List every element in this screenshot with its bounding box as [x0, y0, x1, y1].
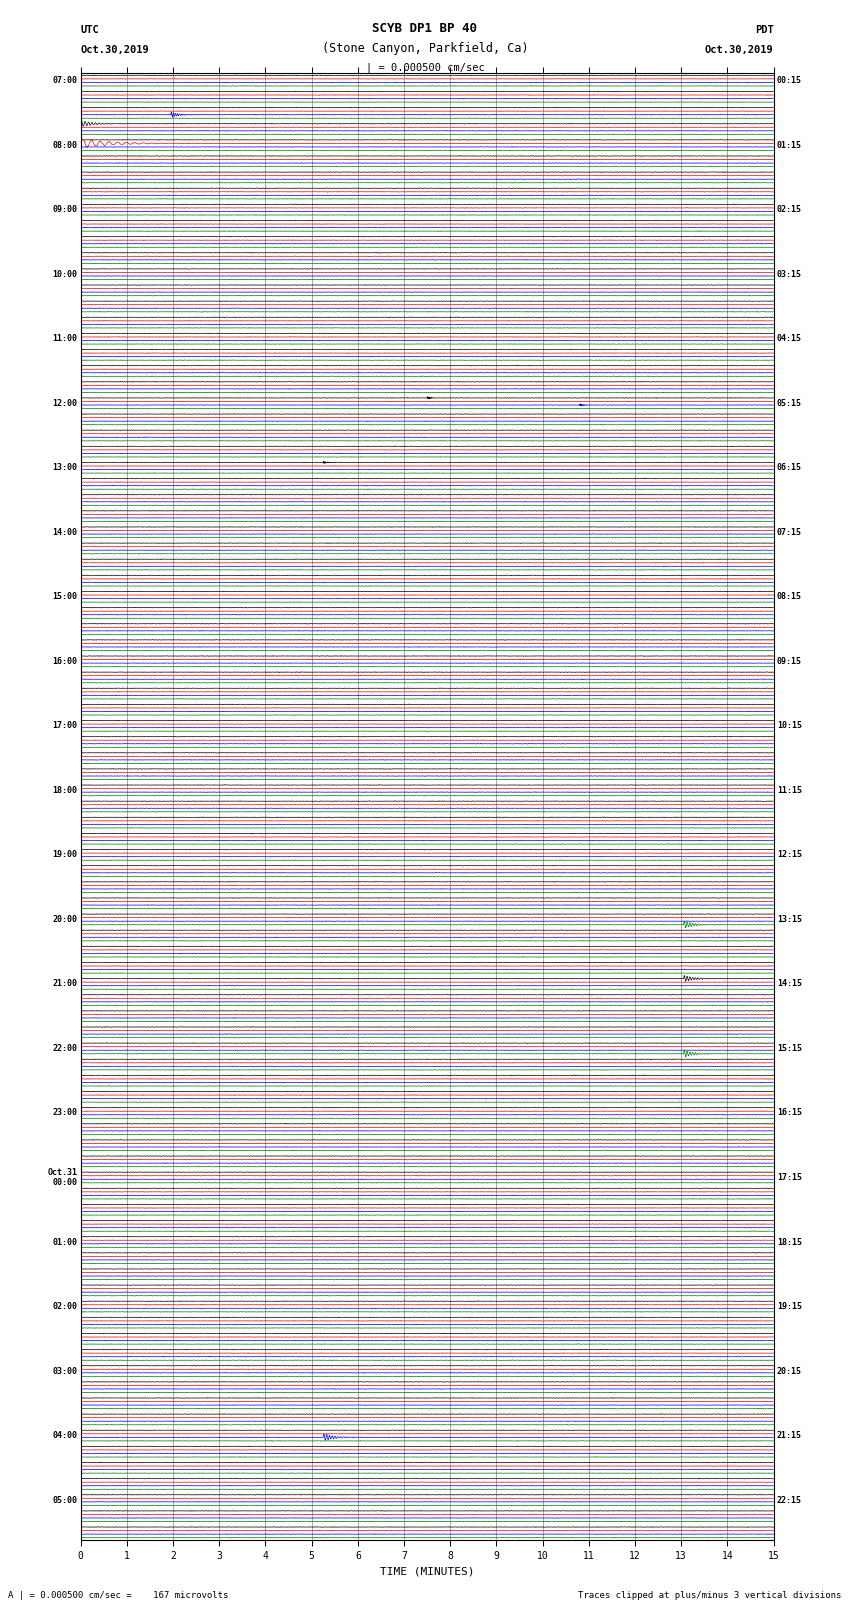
Text: Oct.30,2019: Oct.30,2019 — [705, 45, 774, 55]
Text: 13:15: 13:15 — [777, 915, 802, 924]
Text: 17:00: 17:00 — [53, 721, 77, 731]
Text: 17:15: 17:15 — [777, 1173, 802, 1182]
Text: 22:00: 22:00 — [53, 1044, 77, 1053]
Text: 20:15: 20:15 — [777, 1366, 802, 1376]
Text: 07:15: 07:15 — [777, 527, 802, 537]
Text: 08:00: 08:00 — [53, 140, 77, 150]
Text: UTC: UTC — [81, 26, 99, 35]
Text: 14:00: 14:00 — [53, 527, 77, 537]
Text: Oct.30,2019: Oct.30,2019 — [81, 45, 150, 55]
Text: 05:00: 05:00 — [53, 1495, 77, 1505]
Text: 03:15: 03:15 — [777, 269, 802, 279]
Text: 07:00: 07:00 — [53, 76, 77, 85]
Text: 18:15: 18:15 — [777, 1237, 802, 1247]
Text: 16:15: 16:15 — [777, 1108, 802, 1118]
Text: 15:15: 15:15 — [777, 1044, 802, 1053]
Text: 16:00: 16:00 — [53, 656, 77, 666]
Text: 10:15: 10:15 — [777, 721, 802, 731]
Text: 04:00: 04:00 — [53, 1431, 77, 1440]
Text: 01:00: 01:00 — [53, 1237, 77, 1247]
Text: 11:15: 11:15 — [777, 786, 802, 795]
Text: 19:00: 19:00 — [53, 850, 77, 860]
Text: 09:15: 09:15 — [777, 656, 802, 666]
Text: Traces clipped at plus/minus 3 vertical divisions: Traces clipped at plus/minus 3 vertical … — [578, 1590, 842, 1600]
Text: 02:15: 02:15 — [777, 205, 802, 215]
Text: A | = 0.000500 cm/sec =    167 microvolts: A | = 0.000500 cm/sec = 167 microvolts — [8, 1590, 229, 1600]
Text: 08:15: 08:15 — [777, 592, 802, 602]
Text: 03:00: 03:00 — [53, 1366, 77, 1376]
Text: 09:00: 09:00 — [53, 205, 77, 215]
Text: 21:00: 21:00 — [53, 979, 77, 989]
Text: 14:15: 14:15 — [777, 979, 802, 989]
Text: 04:15: 04:15 — [777, 334, 802, 344]
Text: 22:15: 22:15 — [777, 1495, 802, 1505]
Text: 01:15: 01:15 — [777, 140, 802, 150]
Text: (Stone Canyon, Parkfield, Ca): (Stone Canyon, Parkfield, Ca) — [321, 42, 529, 55]
Text: 12:00: 12:00 — [53, 398, 77, 408]
X-axis label: TIME (MINUTES): TIME (MINUTES) — [380, 1566, 474, 1576]
Text: 11:00: 11:00 — [53, 334, 77, 344]
Text: 12:15: 12:15 — [777, 850, 802, 860]
Text: SCYB DP1 BP 40: SCYB DP1 BP 40 — [372, 23, 478, 35]
Text: 15:00: 15:00 — [53, 592, 77, 602]
Text: 19:15: 19:15 — [777, 1302, 802, 1311]
Text: 21:15: 21:15 — [777, 1431, 802, 1440]
Text: 06:15: 06:15 — [777, 463, 802, 473]
Text: Oct.31
00:00: Oct.31 00:00 — [48, 1168, 77, 1187]
Text: 20:00: 20:00 — [53, 915, 77, 924]
Text: 10:00: 10:00 — [53, 269, 77, 279]
Text: PDT: PDT — [755, 26, 774, 35]
Text: 02:00: 02:00 — [53, 1302, 77, 1311]
Text: 05:15: 05:15 — [777, 398, 802, 408]
Text: 18:00: 18:00 — [53, 786, 77, 795]
Text: | = 0.000500 cm/sec: | = 0.000500 cm/sec — [366, 61, 484, 73]
Text: 00:15: 00:15 — [777, 76, 802, 85]
Text: 13:00: 13:00 — [53, 463, 77, 473]
Text: 23:00: 23:00 — [53, 1108, 77, 1118]
